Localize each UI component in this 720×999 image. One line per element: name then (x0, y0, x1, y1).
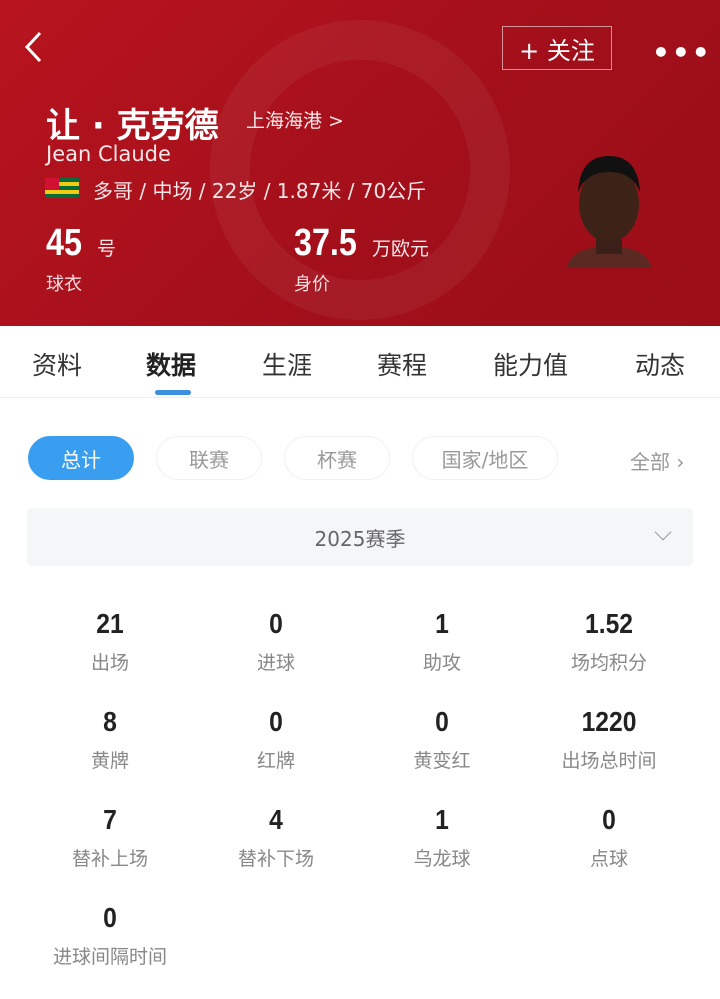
stat-value: 8 (103, 706, 117, 737)
stat-label: 黄牌 (90, 750, 129, 772)
filter-league[interactable]: 联赛 (156, 436, 262, 480)
season-select[interactable]: 2025赛季 (27, 508, 693, 566)
stat-label: 进球间隔时间 (52, 946, 167, 968)
stat-item: 0 进球间隔时间 (27, 902, 193, 969)
stat-label: 红牌 (256, 750, 295, 772)
stat-item: 1220 出场总时间 (526, 706, 692, 773)
stat-item: 0 黄变红 (359, 706, 525, 773)
stat-label: 出场总时间 (561, 750, 657, 772)
filter-cup[interactable]: 杯赛 (284, 436, 390, 480)
tab-career[interactable]: 生涯 (262, 351, 313, 380)
filter-national[interactable]: 国家/地区 (412, 436, 558, 480)
stat-label: 替补下场 (237, 848, 314, 870)
stat-value: 1 (435, 804, 449, 835)
stat-value: 4 (269, 804, 283, 835)
club-watermark (210, 20, 510, 320)
stat-label: 替补上场 (71, 848, 148, 870)
stat-value: 1 (435, 608, 449, 639)
tab-schedule[interactable]: 赛程 (377, 351, 428, 380)
player-photo (566, 156, 652, 268)
player-info: 多哥 / 中场 / 22岁 / 1.87米 / 70公斤 (93, 179, 427, 203)
stat-item: 0 点球 (526, 804, 692, 871)
stat-value: 0 (602, 804, 616, 835)
stat-label: 点球 (589, 848, 628, 870)
follow-button[interactable]: + 关注 (502, 26, 612, 70)
tab-bar: 资料 数据 生涯 赛程 能力值 动态 (0, 326, 720, 398)
filter-total[interactable]: 总计 (28, 436, 134, 480)
player-header: + 关注 ••• 让 · 克劳德 上海海港 > Jean Claude 多哥 /… (0, 0, 720, 326)
stat-label: 出场 (90, 652, 129, 674)
stat-item: 8 黄牌 (27, 706, 193, 773)
stat-label: 进球 (256, 652, 295, 674)
stat-value: 0 (435, 706, 449, 737)
market-value-unit: 万欧元 (372, 238, 430, 260)
back-icon[interactable] (22, 30, 46, 64)
stat-value: 21 (96, 608, 124, 639)
stat-value: 0 (269, 608, 283, 639)
stat-value: 7 (103, 804, 117, 835)
tab-ability[interactable]: 能力值 (493, 351, 569, 380)
stat-item: 0 红牌 (193, 706, 359, 773)
chevron-down-icon (654, 523, 672, 541)
stat-item: 1 乌龙球 (359, 804, 525, 871)
stat-label: 场均积分 (570, 652, 647, 674)
stat-label: 黄变红 (413, 750, 471, 772)
stat-item: 7 替补上场 (27, 804, 193, 871)
shirt-number: 45 (46, 222, 82, 264)
market-value: 37.5 (294, 222, 357, 264)
filter-all-link[interactable]: 全部 › (630, 450, 685, 474)
more-icon[interactable]: ••• (652, 36, 712, 69)
stat-item: 4 替补下场 (193, 804, 359, 871)
stat-value: 1220 (581, 706, 637, 737)
tab-stats[interactable]: 数据 (146, 351, 197, 380)
season-label: 2025赛季 (314, 526, 406, 551)
togo-flag-icon (45, 178, 79, 198)
stat-value: 0 (269, 706, 283, 737)
stat-item: 1 助攻 (359, 608, 525, 675)
active-tab-indicator (155, 390, 191, 395)
player-name: 让 · 克劳德 (46, 106, 219, 146)
market-value-label: 身价 (294, 274, 330, 295)
stat-label: 乌龙球 (413, 848, 471, 870)
shirt-label: 球衣 (46, 274, 82, 295)
stat-value: 0 (103, 902, 117, 933)
stat-item: 21 出场 (27, 608, 193, 675)
tab-profile[interactable]: 资料 (32, 351, 83, 380)
team-link[interactable]: 上海海港 > (246, 110, 344, 132)
shirt-unit: 号 (97, 238, 117, 260)
stat-item: 1.52 场均积分 (526, 608, 692, 675)
tab-news[interactable]: 动态 (635, 351, 686, 380)
player-name-en: Jean Claude (46, 142, 171, 166)
stat-value: 1.52 (585, 608, 633, 639)
stat-item: 0 进球 (193, 608, 359, 675)
stat-label: 助攻 (422, 652, 461, 674)
